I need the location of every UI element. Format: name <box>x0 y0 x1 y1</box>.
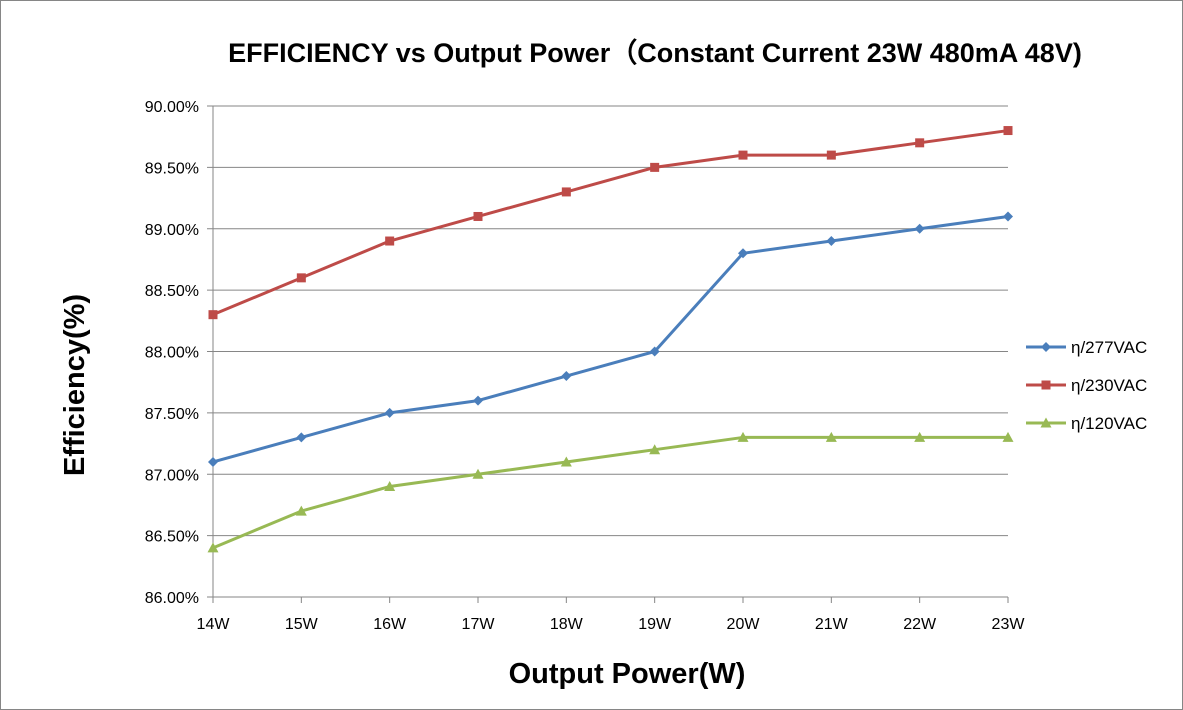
data-point <box>1003 126 1013 136</box>
y-tick-label: 90.00% <box>145 99 199 116</box>
data-point <box>826 150 836 160</box>
data-point <box>914 431 926 442</box>
x-tick-label: 22W <box>903 616 937 633</box>
data-point <box>561 187 571 197</box>
y-tick-label: 88.00% <box>145 345 199 362</box>
data-point <box>560 456 572 467</box>
chart-title: EFFICIENCY vs Output Power（Constant Curr… <box>228 38 1082 68</box>
series-group <box>207 126 1014 553</box>
x-tick-label: 16W <box>373 616 407 633</box>
data-point <box>208 310 218 320</box>
data-point <box>385 236 395 246</box>
data-point <box>473 211 483 221</box>
legend-label: η/230VAC <box>1071 376 1147 395</box>
x-tick-label: 15W <box>285 616 319 633</box>
y-tick-label: 86.00% <box>145 590 199 607</box>
data-point <box>561 371 572 382</box>
data-point <box>650 162 660 172</box>
series-line <box>211 435 1010 550</box>
x-tick-label: 19W <box>638 616 672 633</box>
data-point <box>296 273 306 283</box>
x-tick-label: 20W <box>727 616 761 633</box>
data-point <box>825 431 837 442</box>
legend-label: η/277VAC <box>1071 338 1147 357</box>
data-point <box>738 150 748 160</box>
y-axis-label: Efficiency(%) <box>59 294 91 476</box>
data-point <box>296 432 307 443</box>
series-1 <box>208 211 1013 467</box>
data-point <box>208 456 218 467</box>
data-point <box>473 395 483 406</box>
data-point <box>1003 211 1013 222</box>
x-axis-ticks: 14W 15W 16W 17W 18W 19W 20W 21W 22W 23W <box>197 597 1026 633</box>
data-point <box>649 346 660 357</box>
data-point <box>472 468 484 479</box>
data-point <box>384 407 395 418</box>
data-point <box>914 223 925 234</box>
data-point <box>649 444 661 455</box>
legend-item: η/277VAC <box>1026 338 1147 357</box>
gridlines <box>213 105 1008 598</box>
y-tick-label: 89.00% <box>145 222 199 239</box>
x-tick-label: 18W <box>550 616 584 633</box>
y-tick-label: 86.50% <box>145 529 199 546</box>
data-point <box>915 138 925 148</box>
data-point <box>738 248 748 259</box>
y-tick-label: 89.50% <box>145 160 199 177</box>
data-point <box>295 505 307 516</box>
y-tick-label: 87.00% <box>145 467 199 484</box>
legend-marker <box>1040 417 1052 428</box>
legend-label: η/120VAC <box>1071 414 1147 433</box>
x-tick-label: 21W <box>815 616 849 633</box>
legend-item: η/230VAC <box>1026 376 1147 395</box>
x-axis-label: Output Power(W) <box>509 658 746 690</box>
legend-item: η/120VAC <box>1026 414 1147 433</box>
data-point <box>207 542 219 553</box>
series-line <box>211 129 1010 317</box>
legend-marker <box>1041 380 1051 390</box>
x-tick-label: 23W <box>992 616 1026 633</box>
legend: η/277VAC η/230VAC η/120VAC <box>1026 338 1147 433</box>
data-point <box>737 431 749 442</box>
series-2 <box>208 126 1013 320</box>
y-tick-label: 87.50% <box>145 406 199 423</box>
data-point <box>1002 431 1014 442</box>
y-axis-ticks: 86.00% 86.50% 87.00% 87.50% 88.00% 88.50% 89.0… <box>145 99 213 607</box>
y-tick-label: 88.50% <box>145 283 199 300</box>
x-tick-label: 14W <box>197 616 231 633</box>
x-tick-label: 17W <box>462 616 496 633</box>
data-point <box>826 236 837 247</box>
legend-marker <box>1041 342 1051 352</box>
series-3 <box>207 431 1014 553</box>
data-point <box>384 481 396 492</box>
series-line <box>211 214 1010 464</box>
